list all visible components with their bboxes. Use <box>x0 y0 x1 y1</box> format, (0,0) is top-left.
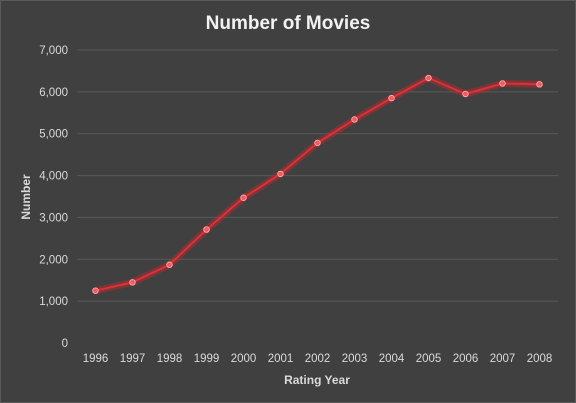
x-axis-tick-labels: 1996 1997 1998 1999 2000 2001 2002 2003 2004 2005… <box>83 353 553 365</box>
y-tick-label: 6,000 <box>39 87 68 99</box>
y-tick-label: 1,000 <box>39 296 68 308</box>
chart-title: Number of Movies <box>206 13 371 34</box>
y-axis-tick-labels: 0 1,000 2,000 3,000 4,000 5,000 6,000 7,000 <box>39 45 68 350</box>
x-tick-label: 1997 <box>120 353 146 365</box>
x-tick-label: 1999 <box>194 353 220 365</box>
y-tick-label: 5,000 <box>39 129 68 141</box>
data-point-2004 <box>388 94 395 102</box>
x-tick-label: 2005 <box>416 353 442 365</box>
x-tick-label: 2000 <box>231 353 257 365</box>
data-point-2005 <box>425 74 432 82</box>
x-tick-label: 2007 <box>490 353 516 365</box>
data-point-2008 <box>536 81 543 88</box>
y-tick-label: 3,000 <box>39 212 68 224</box>
data-point-2000 <box>240 194 247 201</box>
data-point-2006 <box>462 90 469 98</box>
x-axis-title: Rating Year <box>284 373 350 387</box>
x-tick-label: 2002 <box>305 353 331 365</box>
y-tick-label: 2,000 <box>39 254 68 266</box>
y-tick-label: 7,000 <box>39 45 68 57</box>
data-points <box>92 74 543 294</box>
y-tick-label: 4,000 <box>39 171 68 183</box>
data-point-1998 <box>166 261 173 268</box>
gridlines <box>77 49 558 302</box>
x-tick-label: 2003 <box>342 353 368 365</box>
data-point-1997 <box>129 279 136 286</box>
data-point-2007 <box>499 80 506 87</box>
y-tick-label: 0 <box>62 338 68 350</box>
data-point-1996 <box>92 287 99 294</box>
x-tick-label: 1998 <box>157 353 183 365</box>
data-point-2003 <box>351 116 358 123</box>
x-tick-label: 2004 <box>379 353 405 365</box>
data-point-2001 <box>277 170 284 178</box>
x-tick-label: 2006 <box>453 353 479 365</box>
x-tick-label: 1996 <box>83 353 109 365</box>
data-point-1999 <box>203 226 210 233</box>
x-tick-label: 2001 <box>268 353 294 365</box>
x-tick-label: 2008 <box>527 353 553 365</box>
data-point-2002 <box>314 139 321 147</box>
y-axis-title: Number <box>19 174 33 220</box>
